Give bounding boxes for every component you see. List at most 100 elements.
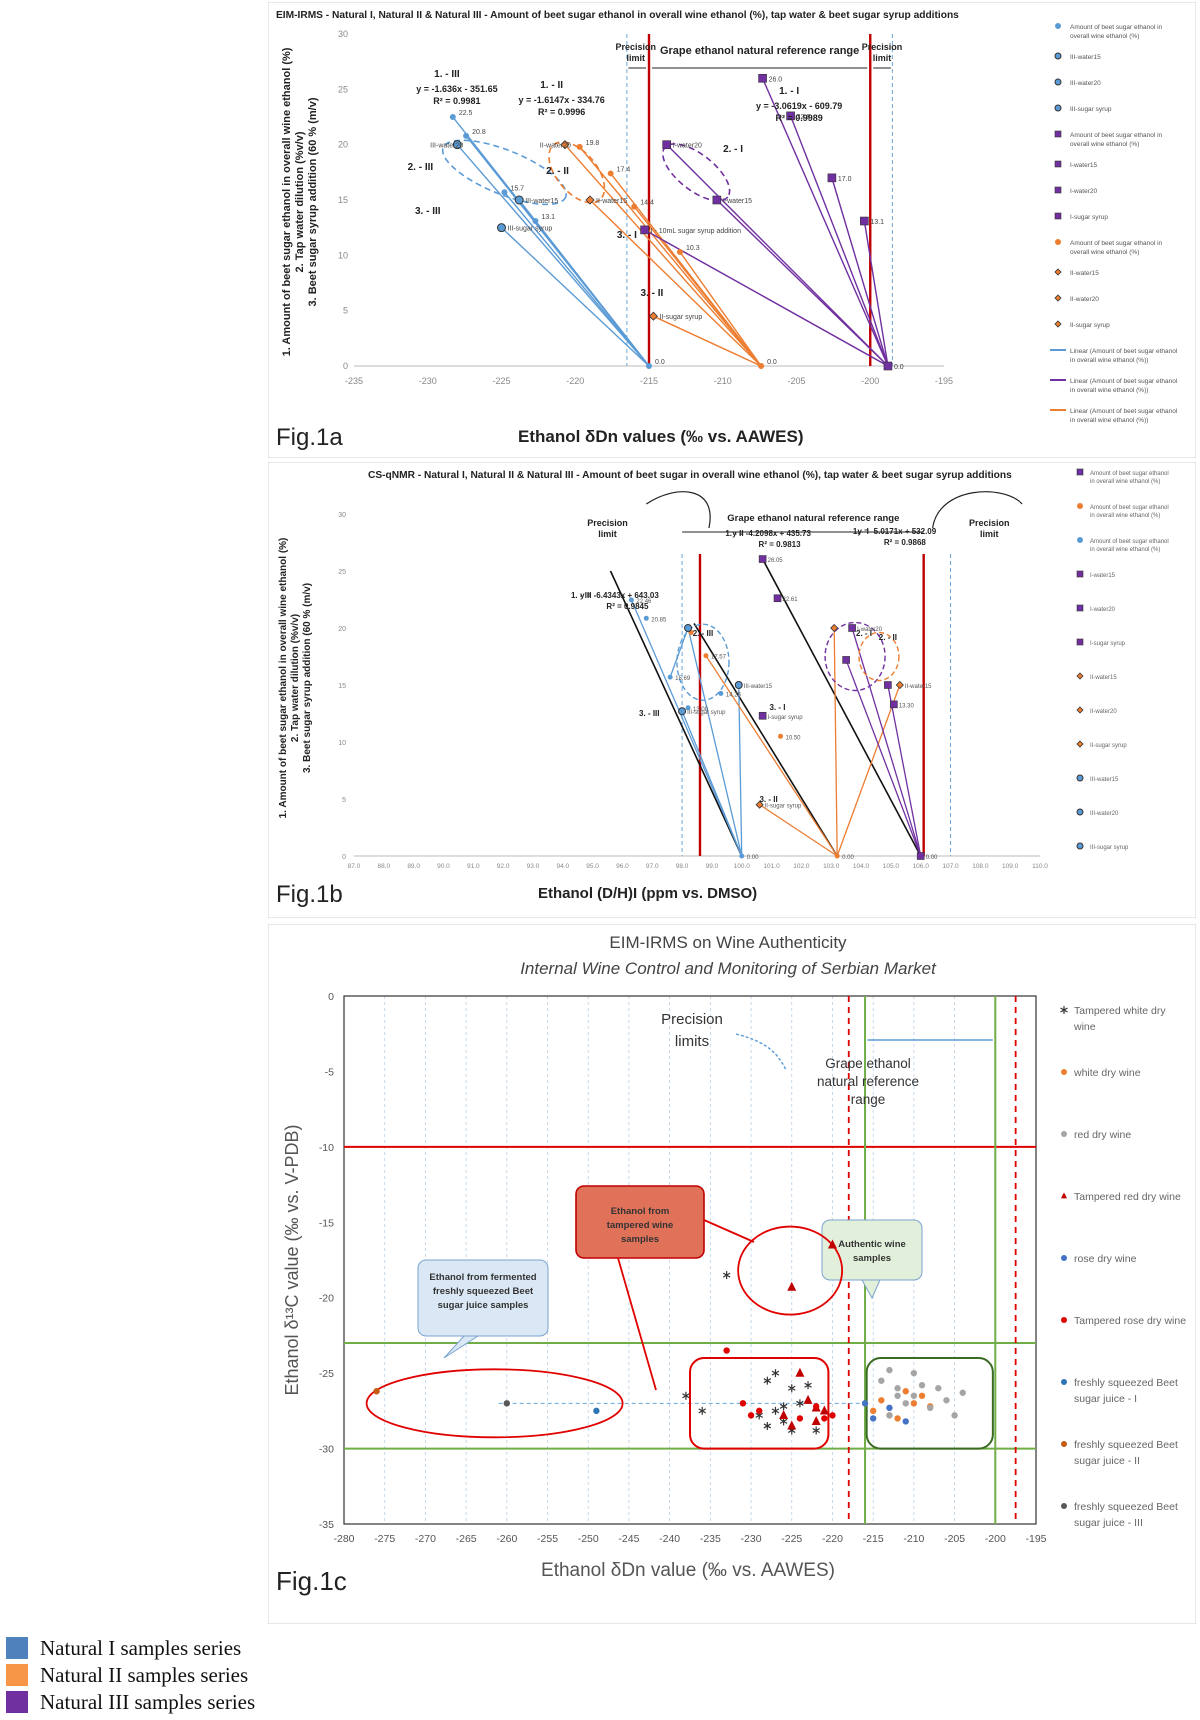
regression-line: [761, 558, 922, 857]
legend-text: Tampered white dry wine: [1073, 1005, 1166, 1033]
y-tick-label: -20: [319, 1293, 334, 1305]
data-label: I-water20: [857, 627, 883, 633]
y-tick-label: 20: [338, 140, 348, 150]
x-tick-label: -195: [935, 376, 953, 386]
plot-frame: [343, 995, 1037, 1525]
y-tick-label: 25: [338, 569, 346, 576]
series-legend-item-natural-ii: Natural II samples series: [6, 1663, 248, 1687]
trend-line: [564, 144, 762, 367]
y-tick-label: 10: [338, 250, 348, 260]
series-label: Natural I samples series: [40, 1635, 242, 1660]
data-label: II-water20: [540, 143, 571, 150]
trend-line: [633, 206, 762, 367]
precision-label: limit: [626, 53, 645, 63]
legend-text-line: in overall wine ethanol (%)): [1070, 417, 1148, 424]
legend-text-line: Tampered rose dry wine: [1074, 1315, 1186, 1327]
y-axis-label: Ethanol δ¹³C value (‰ vs. V-PDB): [282, 1124, 302, 1395]
legend-text-line: I-sugar syrup: [1070, 214, 1108, 221]
data-point: [943, 1397, 950, 1404]
x-tick-label: -200: [861, 376, 879, 386]
data-label: 0.00: [926, 855, 938, 861]
legend-text-line: sugar juice - III: [1074, 1517, 1143, 1529]
x-tick-label: 96.0: [616, 863, 629, 870]
callout-text-line: samples: [621, 1234, 659, 1245]
r-squared-text: R² = 0.9813: [759, 540, 802, 549]
data-label: 22.5: [459, 110, 473, 117]
legend-marker: [1054, 130, 1062, 138]
data-label: 10.3: [686, 245, 700, 252]
y-tick-label: 5: [342, 797, 346, 804]
data-point: [501, 189, 508, 196]
data-label: 22.46: [636, 599, 652, 605]
legend-marker: [1054, 212, 1062, 220]
data-point: [646, 363, 652, 369]
trend-line: [644, 229, 889, 367]
x-tick-label: 106.0: [913, 863, 930, 870]
data-label: 13.00: [693, 707, 709, 713]
legend-text-line: II-water20: [1070, 296, 1099, 303]
legend-text: Amount of beet sugar ethanol in overall w…: [1070, 240, 1163, 256]
legend-text: I-sugar syrup: [1090, 641, 1126, 647]
data-point-stroke: [771, 1408, 780, 1414]
data-point: [886, 1366, 893, 1374]
range-label: Grape ethanol natural reference range: [660, 45, 859, 57]
legend-text: III-sugar syrup: [1090, 845, 1129, 851]
data-point: [758, 73, 767, 83]
legend-text-line: overall wine ethanol (%): [1070, 33, 1139, 40]
callout-pointer: [443, 1335, 480, 1359]
y-axis-label: 3. Beet sugar syrup addition (60 % (m/v): [307, 97, 319, 306]
data-point: [779, 1402, 788, 1411]
curved-arrow: [932, 491, 1023, 529]
tampered-region-ellipse: [737, 1225, 844, 1316]
data-point: [685, 705, 691, 711]
x-tick-label: 97.0: [646, 863, 659, 870]
equation-text: y = -3.0619x - 609.79: [756, 101, 842, 111]
legend-marker: [1061, 1069, 1067, 1075]
x-tick-label: -210: [903, 1533, 924, 1545]
data-label: I-water20: [673, 143, 702, 150]
y-axis-label: 2. Tap water dilution (%v/v): [294, 131, 306, 272]
legend-text-line: Amount of beet sugar ethanol: [1090, 505, 1169, 511]
legend-marker: [1061, 1255, 1067, 1261]
data-point: [869, 1415, 877, 1422]
data-point: [834, 853, 840, 859]
data-label: II-water15: [596, 198, 627, 205]
data-point: [886, 1412, 893, 1419]
data-point: [861, 1400, 869, 1407]
x-tick-label: -245: [618, 1533, 639, 1545]
group-ellipse: [858, 631, 900, 682]
x-tick-label: 102.0: [793, 863, 810, 870]
callout-box: [417, 1259, 549, 1337]
data-point: [804, 1381, 812, 1390]
data-point: [576, 143, 583, 150]
series-line: [681, 710, 743, 857]
equation-text: y = -1.6147x - 334.76: [518, 95, 604, 105]
precision-annotation: limits: [675, 1033, 709, 1050]
legend-text-line: II-water15: [1070, 270, 1099, 277]
x-tick-label: -235: [345, 376, 363, 386]
legend-text-line: III-water20: [1070, 80, 1101, 87]
legend-text-line: wine: [1073, 1021, 1096, 1033]
legend-text-line: Tampered white dry: [1074, 1005, 1166, 1017]
data-point: [935, 1385, 942, 1392]
data-point: [712, 195, 722, 205]
y-tick-label: 30: [338, 512, 346, 519]
precision-label: limit: [598, 529, 617, 539]
chart-title: EIM-IRMS - Natural I, Natural II & Natur…: [276, 10, 959, 21]
data-point: [667, 674, 673, 680]
series-line: [851, 627, 922, 857]
data-point: [560, 140, 570, 150]
data-point: [821, 1415, 828, 1422]
r-squared-text: R² = 0.9868: [884, 538, 927, 547]
data-point-stroke: [779, 1418, 788, 1424]
y-tick-label: 30: [338, 29, 348, 39]
data-point: [678, 707, 687, 716]
callout-text-line: tampered wine: [607, 1220, 674, 1231]
data-point: [722, 1271, 731, 1280]
group-ellipse: [441, 139, 567, 206]
data-point: [902, 1388, 909, 1395]
legend-text-line: Linear (Amount of beet sugar ethanol: [1070, 348, 1178, 355]
data-point: [373, 1388, 380, 1395]
legend-marker: [1061, 1379, 1067, 1385]
group-label: 3. - I: [617, 230, 637, 241]
